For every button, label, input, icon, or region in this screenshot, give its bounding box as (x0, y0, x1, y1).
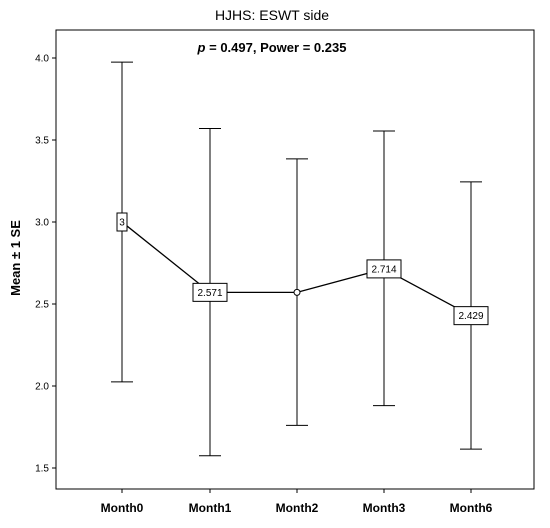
data-label: 3 (119, 218, 125, 229)
x-tick-label-month1: Month1 (189, 501, 232, 515)
x-tick-label-month2: Month2 (276, 501, 319, 515)
y-tick-label: 4.0 (35, 54, 49, 65)
p-label: p (197, 40, 206, 55)
x-tick-label-month0: Month0 (101, 501, 144, 515)
data-label-box (192, 282, 228, 302)
series: 3 2.571 2.714 2.429 (111, 61, 489, 457)
chart-title: HJHS: ESWT side (215, 7, 329, 23)
y-axis-label: Mean ± 1 SE (8, 220, 23, 296)
y-axis: 1.5 2.0 2.5 3.0 3.5 4.0 (35, 54, 56, 475)
stats-text: = 0.497, Power = 0.235 (206, 40, 347, 55)
data-label: 2.714 (371, 264, 396, 275)
y-tick-label: 3.5 (35, 136, 49, 147)
plot-area (55, 29, 535, 490)
y-tick-label: 2.0 (35, 382, 49, 393)
y-tick-label: 2.5 (35, 300, 49, 311)
data-label-box (453, 306, 489, 326)
data-point-month2 (293, 288, 301, 296)
y-tick-label: 1.5 (35, 464, 49, 475)
y-tick-label: 3.0 (35, 218, 49, 229)
data-label-box (366, 259, 402, 279)
data-label-box (116, 212, 128, 232)
stats-annotation: p = 0.497, Power = 0.235 (197, 40, 347, 55)
data-label: 2.571 (197, 288, 222, 299)
data-label: 2.429 (458, 311, 483, 322)
x-tick-label-month6: Month6 (450, 501, 493, 515)
x-axis: Month0 Month1 Month2 Month3 Month6 (101, 489, 493, 515)
x-tick-label-month3: Month3 (363, 501, 406, 515)
